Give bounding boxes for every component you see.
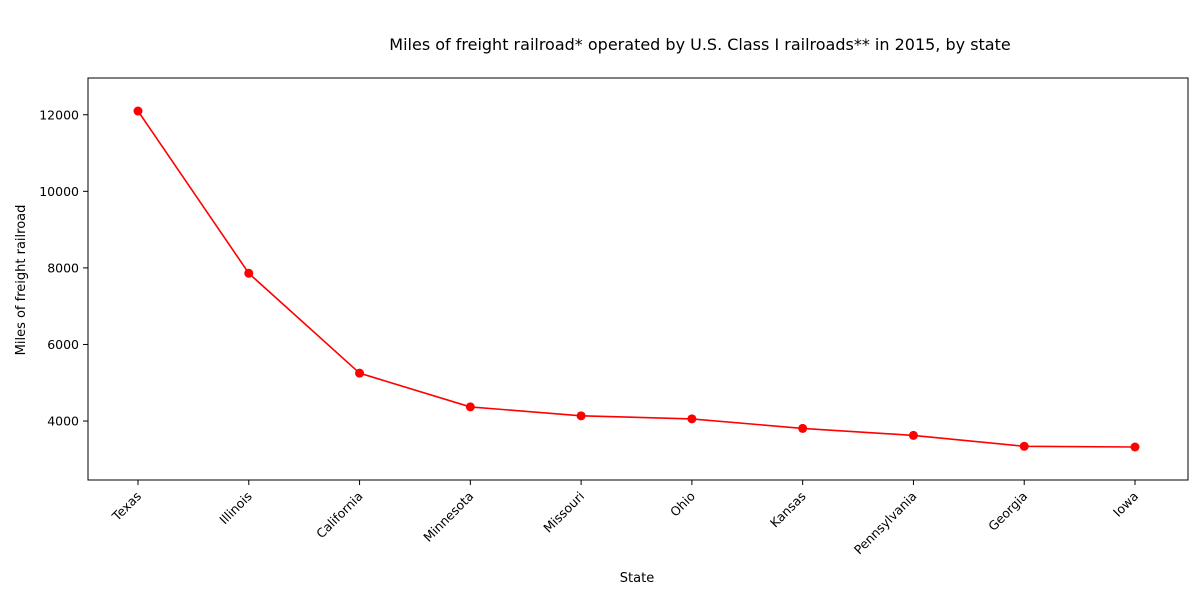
y-axis-label: Miles of freight railroad — [14, 205, 29, 356]
data-point — [355, 368, 365, 378]
series-layer — [133, 106, 1140, 452]
x-tick-label: Illinois — [216, 489, 255, 528]
series-line — [137, 110, 1136, 448]
data-point — [133, 106, 143, 116]
x-tick-label: Iowa — [1110, 489, 1141, 520]
y-tick-label: 8000 — [47, 260, 79, 275]
x-tick-label: Texas — [108, 489, 144, 525]
x-tick-label: Ohio — [667, 489, 698, 520]
data-point — [908, 430, 918, 440]
y-tick-label: 10000 — [39, 184, 79, 199]
x-axis-label: State — [620, 571, 654, 586]
x-tick-label: Georgia — [985, 489, 1030, 534]
plot-area-frame — [87, 77, 1189, 481]
data-point — [687, 414, 697, 424]
x-tick-label: California — [313, 489, 366, 542]
data-point — [244, 268, 254, 278]
data-point — [1019, 441, 1029, 451]
data-point — [465, 402, 475, 412]
x-tick-label: Kansas — [767, 489, 809, 531]
chart-title: Miles of freight railroad* operated by U… — [389, 35, 1010, 54]
y-tick-label: 6000 — [47, 337, 79, 352]
x-tick-label: Minnesota — [420, 489, 476, 545]
y-axis: 4000 6000 8000 10000 12000 — [39, 107, 88, 429]
data-point — [798, 423, 808, 433]
x-tick-label: Pennsylvania — [851, 489, 920, 558]
y-tick-label: 4000 — [47, 414, 79, 429]
x-tick-label: Missouri — [540, 489, 587, 536]
y-tick-label: 12000 — [39, 107, 79, 122]
data-point — [576, 411, 586, 421]
data-point — [1130, 442, 1140, 452]
x-axis: Texas Illinois California Minnesota Missouri… — [108, 480, 1141, 557]
